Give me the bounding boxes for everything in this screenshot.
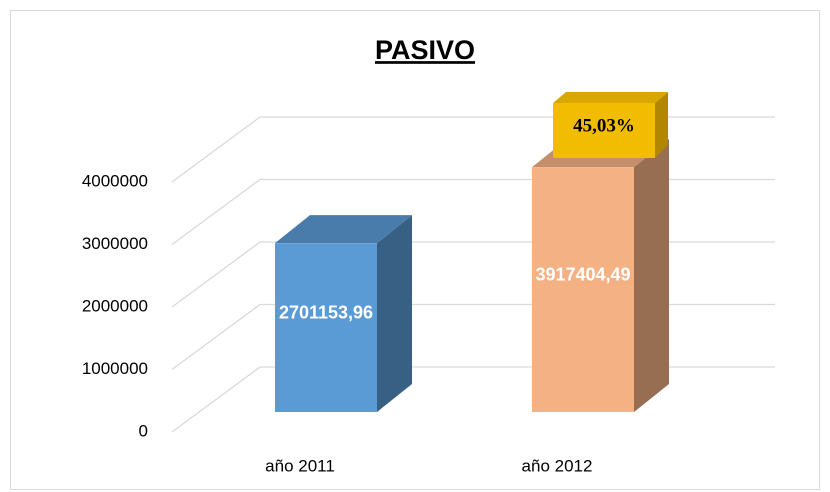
annotation-box bbox=[553, 103, 655, 158]
x-tick-label: año 2012 bbox=[522, 456, 593, 475]
y-tick-label: 2000000 bbox=[82, 296, 148, 315]
bar-front bbox=[275, 243, 377, 412]
annotation-side bbox=[655, 92, 668, 158]
bar-top bbox=[275, 215, 412, 244]
annotation: 45,03% bbox=[573, 115, 635, 136]
bar-front bbox=[532, 167, 634, 412]
bar-side bbox=[377, 215, 412, 412]
y-tick-label: 1000000 bbox=[82, 359, 148, 378]
x-tick-label: año 2011 bbox=[265, 456, 335, 475]
chart-border bbox=[10, 10, 820, 490]
bar-side bbox=[634, 139, 669, 412]
data-label: 2701153,96 bbox=[279, 302, 373, 322]
y-tick-label: 4000000 bbox=[82, 171, 148, 190]
y-tick-label: 0 bbox=[139, 421, 148, 440]
y-tick-label: 3000000 bbox=[82, 234, 148, 253]
annotation-top bbox=[553, 92, 668, 103]
bar bbox=[275, 215, 412, 412]
data-label: 3917404,49 bbox=[535, 264, 630, 284]
chart-title: PASIVO bbox=[375, 35, 475, 65]
